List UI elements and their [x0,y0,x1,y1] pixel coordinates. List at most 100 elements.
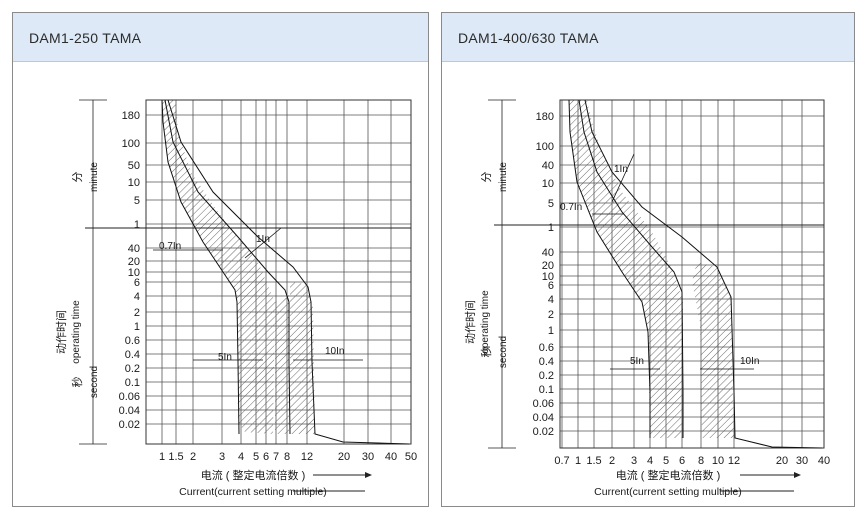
x-tick-label: 4 [647,455,653,467]
annotation-label: 0.7In [159,241,181,252]
chart-title: DAM1-400/630 TAMA [458,30,599,46]
y-label-minute-cn: 分 [480,172,493,183]
y-label-minute-cn: 分 [71,172,84,183]
y-tick-label: 10 [128,177,140,189]
y-tick-label: 6 [548,280,554,292]
y-tick-label: 0.1 [539,384,554,396]
y-tick-label: 10 [128,267,140,279]
y-tick-label: 0.02 [119,419,140,431]
x-tick-label: 12 [301,451,313,463]
y-tick-label: 0.6 [539,342,554,354]
y-label-second-en: second [498,336,509,368]
x-tick-label: 30 [362,451,374,463]
x-axis-arrow-head [794,472,801,478]
y-tick-label: 4 [548,294,554,306]
y-tick-label: 0.2 [539,370,554,382]
x-tick-label: 8 [284,451,290,463]
y-tick-label: 40 [128,243,140,255]
y-tick-label: 180 [122,110,140,122]
chart-panel-right: DAM1-400/630 TAMA 0.7 1 1.5 2 3 4 5 6 8 10 12 20 30 4… [441,12,855,507]
y-tick-label: 0.1 [125,377,140,389]
annotation-label: 5In [630,356,644,367]
x-tick-label: 1 [575,455,581,467]
y-tick-label: 40 [542,160,554,172]
x-tick-label: 10 [712,455,724,467]
annotation-label: 0.7In [560,202,582,213]
trip-curve-line [578,99,684,438]
annotation-label: 10In [325,346,344,357]
trip-curve-line [164,99,291,435]
y-tick-label: 0.06 [119,391,140,403]
annotation-label: 1In [256,234,270,245]
y-tick-label: 0.2 [125,363,140,375]
y-tick-label: 6 [134,277,140,289]
x-tick-label: 50 [405,451,417,463]
y-tick-label: 1 [134,321,140,333]
x-tick-label: 1.5 [586,455,601,467]
x-tick-label: 8 [698,455,704,467]
x-tick-label: 20 [776,455,788,467]
x-axis-arrow-head [365,472,372,478]
trip-curve-chart: 0.7 1 1.5 2 3 4 5 6 8 10 12 20 30 4018010040105140201… [464,99,830,498]
hatched-tolerance-band [275,294,289,434]
x-axis-label-en: Current(current setting multiple) [179,486,327,498]
y-label-time-cn: 动作时间 [464,300,477,344]
y-tick-label: 10 [542,271,554,283]
y-tick-label: 180 [536,111,554,123]
chart-title-bar: DAM1-400/630 TAMA [442,13,854,62]
annotation-leader [244,227,282,259]
y-tick-label: 40 [542,247,554,259]
x-tick-label: 3 [219,451,225,463]
x-tick-label: 5 [663,455,669,467]
hatched-tolerance-band [692,262,734,438]
annotation-label: 1In [614,164,628,175]
trip-curve-line [161,99,240,435]
y-label-minute-en: minute [498,162,509,192]
y-tick-label: 0.06 [533,398,554,410]
y-tick-label: 2 [548,309,554,321]
y-tick-label: 0.04 [533,412,554,424]
chart-title: DAM1-250 TAMA [29,30,142,46]
x-tick-label: 6 [263,451,269,463]
y-tick-label: 0.4 [539,356,554,368]
x-axis-label-en: Current(current setting multiple) [594,486,742,498]
y-label-time-en: operating time [71,300,82,364]
x-axis-label-cn: 电流 ( 整定电流倍数 ) [201,468,306,482]
x-tick-label: 4 [238,451,244,463]
chart-title-bar: DAM1-250 TAMA [13,13,428,62]
y-tick-label: 5 [548,198,554,210]
y-tick-label: 0.02 [533,426,554,438]
x-axis-label-cn: 电流 ( 整定电流倍数 ) [616,468,721,482]
plot-border [145,99,412,445]
trip-curve-line [584,99,823,449]
x-tick-label: 20 [338,451,350,463]
y-label-second-en: second [89,366,100,398]
annotation-leader [611,153,635,203]
x-tick-label: 2 [190,451,196,463]
y-tick-label: 1 [548,325,554,337]
y-label-minute-en: minute [89,162,100,192]
y-label-time-cn: 动作时间 [55,310,68,354]
y-tick-label: 20 [128,256,140,268]
y-label-second-cn: 秒 [70,377,84,388]
plot-area: 0.7 1 1.5 2 3 4 5 6 8 10 12 20 30 4018010040105140201… [464,99,830,498]
x-tick-label: 1.5 [168,451,183,463]
x-tick-label: 1 [159,451,165,463]
y-label-time-en: operating time [480,290,491,354]
x-tick-label: 2 [609,455,615,467]
y-tick-label: 50 [128,160,140,172]
hatched-tolerance-band [162,100,275,434]
x-tick-label: 40 [818,455,830,467]
trip-curve-chart: 1 1.5 2 3 4 5 6 7 8 12 20 30 40 501801005010514020106… [55,99,417,498]
x-tick-label: 6 [679,455,685,467]
chart-panel-left: DAM1-250 TAMA 1 1.5 2 3 4 5 6 7 8 12 20 30 40 50 180 10… [12,12,429,507]
plot-area: 1 1.5 2 3 4 5 6 7 8 12 20 30 40 501801005010514020106… [55,99,417,498]
y-tick-label: 1 [548,222,554,234]
y-tick-label: 100 [122,138,140,150]
y-label-second-cn: 秒 [479,347,493,358]
y-tick-label: 0.6 [125,335,140,347]
x-tick-label: 7 [273,451,279,463]
y-tick-label: 10 [542,178,554,190]
trip-curve-line [167,99,410,445]
annotation-label: 5In [218,352,232,363]
